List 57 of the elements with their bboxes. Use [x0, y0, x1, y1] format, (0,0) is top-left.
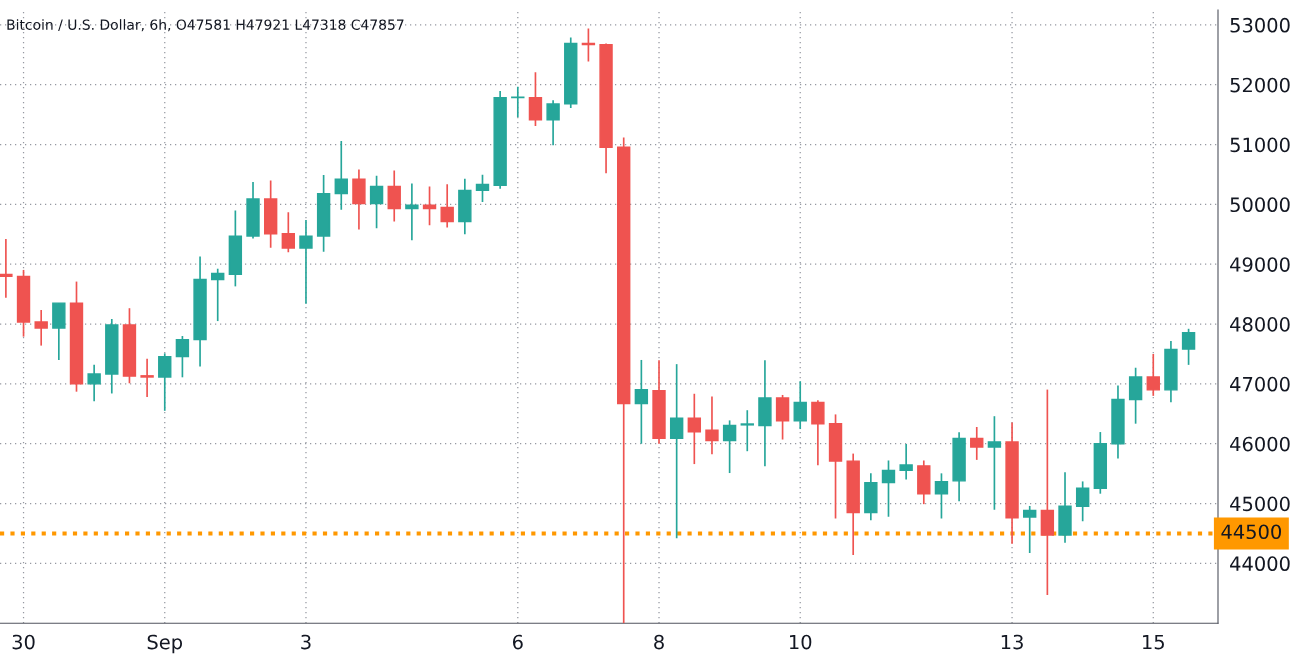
candlestick — [546, 99, 560, 146]
candlestick — [158, 352, 172, 412]
x-tick-label: 10 — [790, 634, 812, 650]
candlestick — [775, 394, 790, 441]
candlestick — [687, 392, 702, 465]
candlestick — [669, 363, 684, 540]
y-tick-label: 51000 — [1230, 137, 1290, 153]
candlestick — [987, 415, 1002, 511]
candlestick — [0, 238, 13, 299]
x-tick-label: 3 — [301, 634, 311, 650]
candlestick — [899, 443, 913, 481]
candlestick — [881, 459, 896, 518]
y-tick-label: 49000 — [1230, 257, 1290, 272]
candlestick — [334, 140, 348, 211]
candlestick — [369, 174, 384, 230]
candlestick — [299, 219, 313, 305]
candlestick — [1040, 388, 1055, 596]
y-tick-label: 48000 — [1230, 317, 1290, 332]
candlestick — [1181, 327, 1196, 366]
y-tick-label: 50000 — [1230, 197, 1290, 213]
x-tick-label: 13 — [1001, 634, 1023, 650]
candlestick — [740, 409, 754, 453]
y-tick-label: 53000 — [1230, 17, 1290, 33]
y-tick-label: 45000 — [1230, 496, 1290, 512]
candlestick — [528, 71, 543, 127]
y-tick-label: 52000 — [1230, 77, 1290, 93]
x-tick-label: 8 — [654, 634, 664, 650]
x-tick-label: 6 — [512, 634, 523, 650]
candlestick — [281, 211, 296, 254]
y-tick-label: 46000 — [1230, 436, 1290, 452]
y-tick-label: 47000 — [1230, 376, 1290, 392]
candlestick — [1128, 366, 1143, 425]
ref-line-label: 44500 — [1221, 524, 1281, 540]
candlestick — [475, 173, 490, 203]
x-tick-label: Sep — [147, 634, 183, 654]
candlestick — [34, 309, 48, 347]
candlestick — [440, 183, 454, 229]
candlestick — [1075, 480, 1090, 523]
candlestick — [387, 169, 401, 223]
candlestick — [1146, 353, 1160, 397]
candlestick — [793, 380, 807, 430]
candlestick — [211, 267, 225, 322]
y-tick-label: 44000 — [1230, 556, 1290, 572]
x-tick-label: 15 — [1143, 634, 1164, 650]
candlestick — [970, 426, 984, 461]
x-tick-label: 30 — [12, 634, 35, 650]
candlestick — [722, 419, 737, 474]
candlestick — [405, 182, 419, 242]
candlestick — [811, 399, 825, 467]
candlestick — [1023, 505, 1037, 554]
candlestick — [934, 472, 949, 520]
candlestick — [175, 335, 190, 379]
candlestick — [634, 359, 649, 445]
candlestick — [140, 357, 154, 398]
candlestick — [705, 395, 719, 456]
candlestick — [87, 363, 101, 403]
text: Bitcoin / U.S. Dollar, 6h, O47581 H47921 L47318 C47857 — [7, 19, 404, 32]
